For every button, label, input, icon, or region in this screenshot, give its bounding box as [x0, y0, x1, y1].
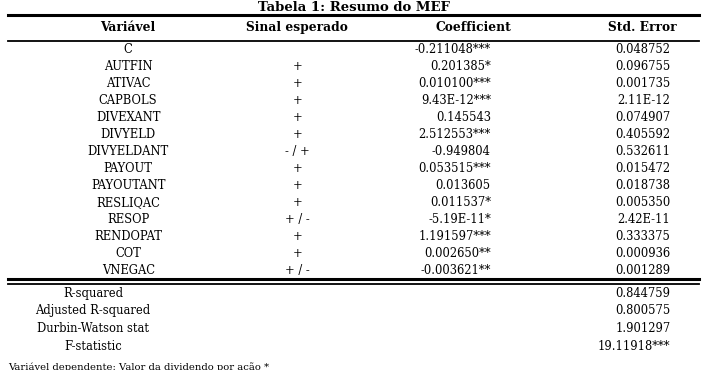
Text: Coefficient: Coefficient	[436, 21, 511, 34]
Text: +: +	[292, 196, 302, 209]
Text: +: +	[292, 77, 302, 90]
Text: RESLIQAC: RESLIQAC	[96, 196, 160, 209]
Text: C: C	[124, 43, 132, 56]
Text: -0.003621**: -0.003621**	[421, 265, 491, 278]
Text: 0.011537*: 0.011537*	[430, 196, 491, 209]
Text: CAPBOLS: CAPBOLS	[99, 94, 158, 107]
Text: VNEGAC: VNEGAC	[102, 265, 155, 278]
Text: 0.053515***: 0.053515***	[419, 162, 491, 175]
Text: -5.19E-11*: -5.19E-11*	[428, 213, 491, 226]
Text: F-statistic: F-statistic	[64, 340, 122, 353]
Text: Variável dependente: Valor da dividendo por ação *: Variável dependente: Valor da dividendo …	[8, 362, 269, 370]
Text: +: +	[292, 248, 302, 260]
Text: 1.191597***: 1.191597***	[419, 230, 491, 243]
Text: Adjusted R-squared: Adjusted R-squared	[35, 305, 151, 317]
Text: +: +	[292, 230, 302, 243]
Text: 0.015472: 0.015472	[615, 162, 670, 175]
Text: 0.074907: 0.074907	[615, 111, 670, 124]
Text: 0.201385*: 0.201385*	[430, 60, 491, 73]
Text: DIVEXANT: DIVEXANT	[96, 111, 160, 124]
Text: 0.018738: 0.018738	[615, 179, 670, 192]
Text: 0.005350: 0.005350	[615, 196, 670, 209]
Text: 0.333375: 0.333375	[616, 230, 670, 243]
Text: 0.096755: 0.096755	[615, 60, 670, 73]
Text: Sinal esperado: Sinal esperado	[246, 21, 348, 34]
Text: -0.211048***: -0.211048***	[415, 43, 491, 56]
Text: 0.844759: 0.844759	[615, 287, 670, 300]
Text: +: +	[292, 111, 302, 124]
Text: RESOP: RESOP	[107, 213, 149, 226]
Text: 0.002650**: 0.002650**	[424, 248, 491, 260]
Text: +: +	[292, 179, 302, 192]
Text: 2.11E-12: 2.11E-12	[617, 94, 670, 107]
Text: 0.532611: 0.532611	[615, 145, 670, 158]
Text: +: +	[292, 128, 302, 141]
Text: DIVYELDANT: DIVYELDANT	[88, 145, 169, 158]
Text: 0.000936: 0.000936	[615, 248, 670, 260]
Text: +: +	[292, 94, 302, 107]
Text: 0.800575: 0.800575	[615, 305, 670, 317]
Text: 2.512553***: 2.512553***	[419, 128, 491, 141]
Text: AUTFIN: AUTFIN	[104, 60, 153, 73]
Text: DIVYELD: DIVYELD	[100, 128, 156, 141]
Text: Tabela 1: Resumo do MEF: Tabela 1: Resumo do MEF	[257, 1, 450, 14]
Text: 0.405592: 0.405592	[615, 128, 670, 141]
Text: Variável: Variável	[100, 21, 156, 34]
Text: 0.010100***: 0.010100***	[419, 77, 491, 90]
Text: R-squared: R-squared	[63, 287, 123, 300]
Text: 0.048752: 0.048752	[615, 43, 670, 56]
Text: - / +: - / +	[285, 145, 310, 158]
Text: 1.901297: 1.901297	[615, 322, 670, 335]
Text: COT: COT	[115, 248, 141, 260]
Text: + / -: + / -	[285, 265, 310, 278]
Text: 2.42E-11: 2.42E-11	[618, 213, 670, 226]
Text: PAYOUTANT: PAYOUTANT	[91, 179, 165, 192]
Text: ATIVAC: ATIVAC	[106, 77, 151, 90]
Text: RENDOPAT: RENDOPAT	[94, 230, 162, 243]
Text: 0.001735: 0.001735	[615, 77, 670, 90]
Text: 9.43E-12***: 9.43E-12***	[421, 94, 491, 107]
Text: 0.145543: 0.145543	[436, 111, 491, 124]
Text: -0.949804: -0.949804	[432, 145, 491, 158]
Text: +: +	[292, 162, 302, 175]
Text: 19.11918***: 19.11918***	[598, 340, 670, 353]
Text: PAYOUT: PAYOUT	[104, 162, 153, 175]
Text: Durbin-Watson stat: Durbin-Watson stat	[37, 322, 149, 335]
Text: 0.013605: 0.013605	[436, 179, 491, 192]
Text: Std. Error: Std. Error	[608, 21, 677, 34]
Text: + / -: + / -	[285, 213, 310, 226]
Text: +: +	[292, 60, 302, 73]
Text: 0.001289: 0.001289	[615, 265, 670, 278]
